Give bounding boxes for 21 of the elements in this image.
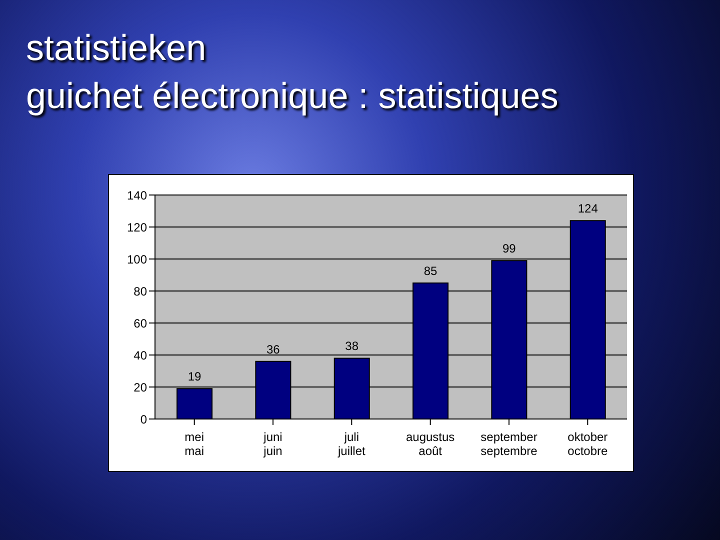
data-label: 38 bbox=[345, 339, 359, 354]
x-tick-label: september septembre bbox=[480, 430, 538, 458]
x-tick-label: mei mai bbox=[184, 430, 204, 458]
y-tick-label: 140 bbox=[126, 188, 148, 202]
y-tick-label: 120 bbox=[126, 220, 148, 234]
chart-title: statistieken guichet électronique : statistiques bbox=[26, 26, 558, 118]
x-tick-label: juni juin bbox=[262, 430, 282, 458]
data-label: 19 bbox=[188, 370, 202, 384]
y-tick-label: 60 bbox=[134, 316, 148, 330]
x-tick-label: oktober octobre bbox=[568, 430, 608, 458]
y-tick-label: 0 bbox=[140, 412, 148, 426]
data-label: 124 bbox=[578, 202, 598, 216]
y-tick-label: 100 bbox=[126, 252, 148, 266]
data-label: 85 bbox=[424, 264, 438, 278]
x-tick-label: augustus août bbox=[406, 430, 455, 458]
data-label: 36 bbox=[266, 342, 280, 356]
y-tick-label: 80 bbox=[134, 284, 148, 298]
y-tick-label: 20 bbox=[134, 380, 148, 394]
x-tick-label: juli juillet bbox=[336, 430, 366, 458]
data-label: 99 bbox=[502, 242, 516, 256]
y-tick-label: 40 bbox=[134, 348, 148, 362]
